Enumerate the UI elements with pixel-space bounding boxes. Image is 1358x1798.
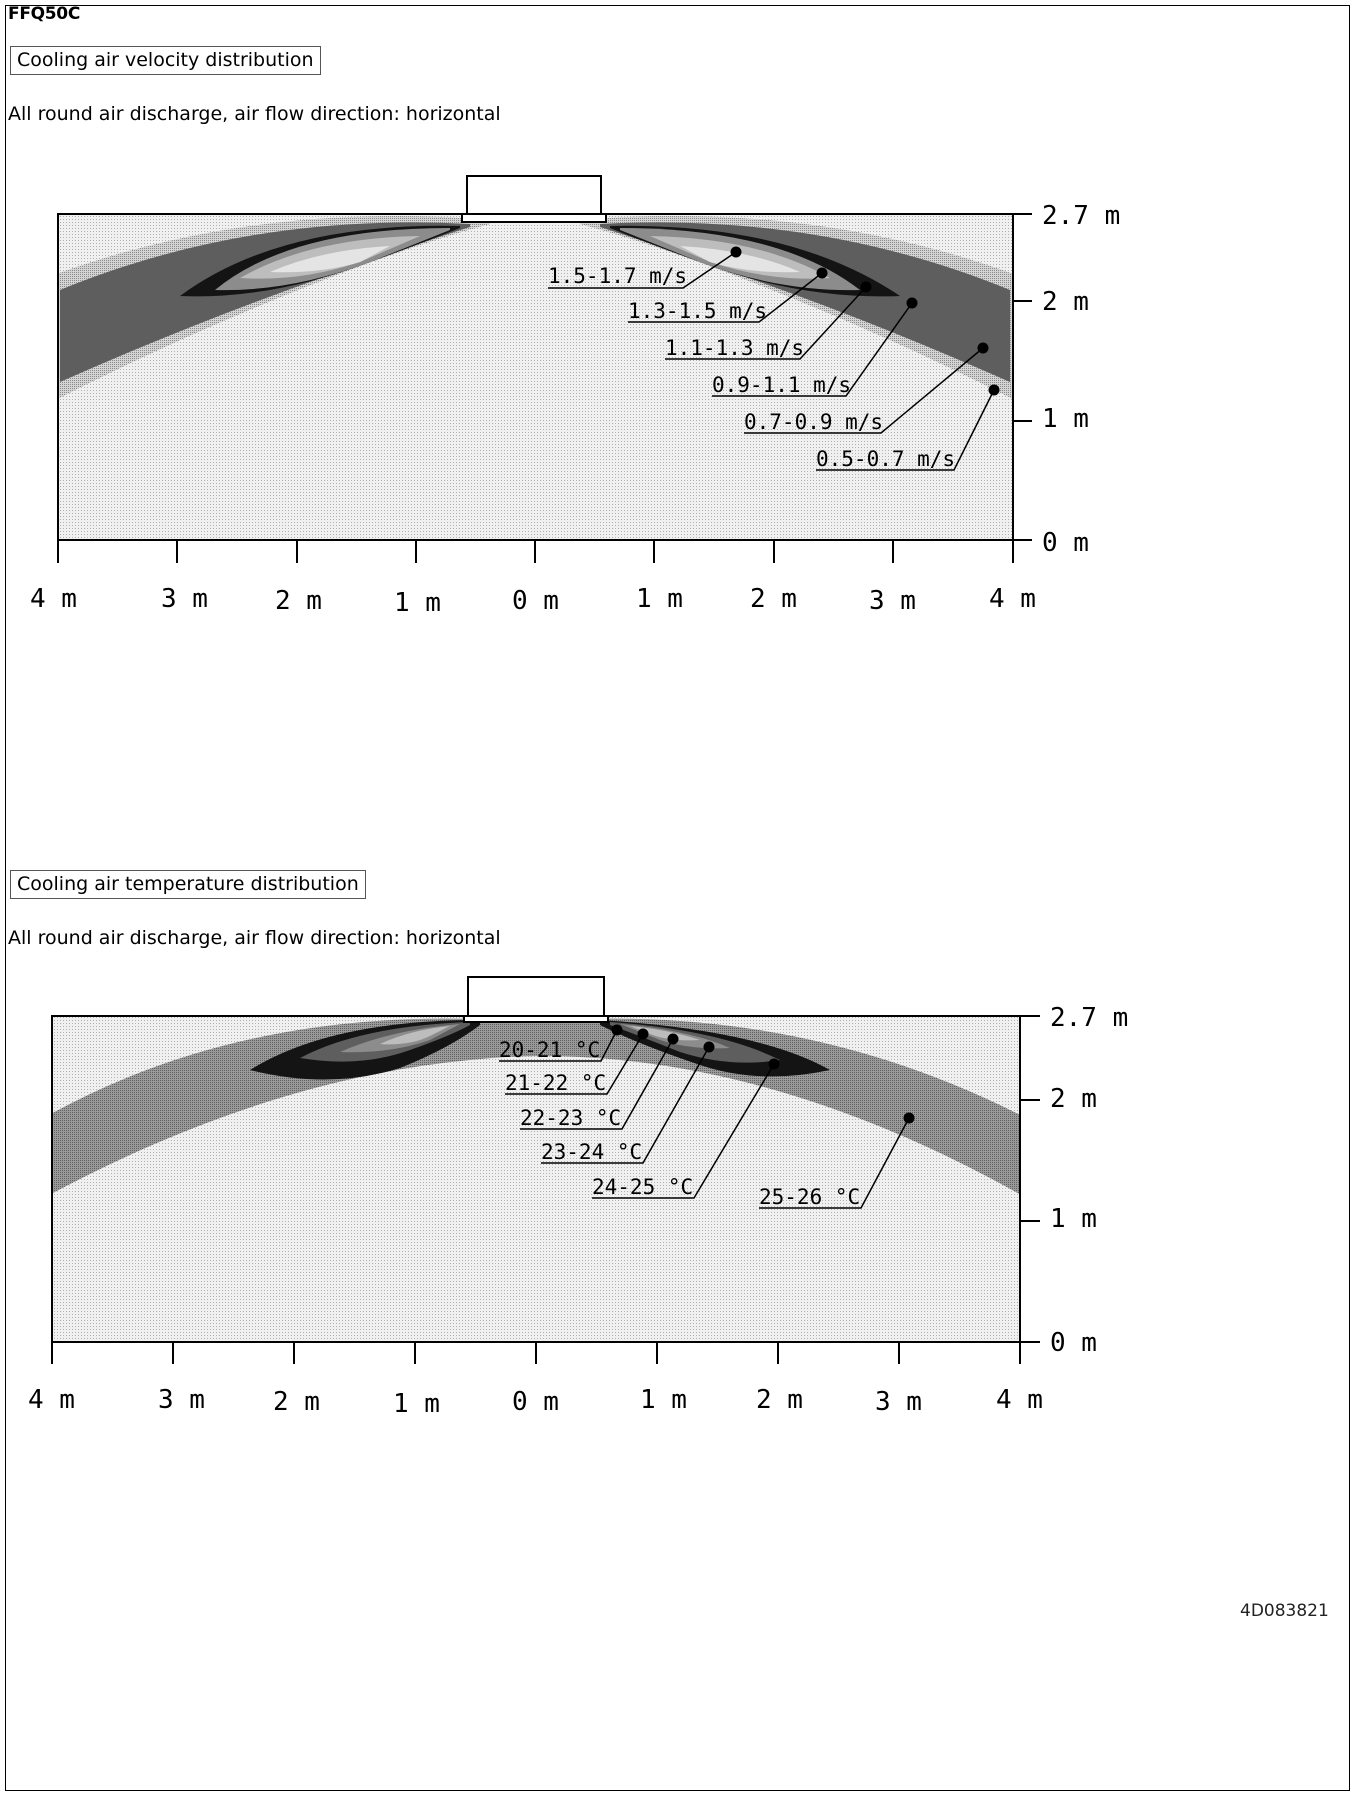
tick-label: 0 m — [512, 1387, 559, 1417]
legend-dot — [860, 281, 872, 293]
velocity-x-tick-labels: 4 m 3 m 2 m 1 m 0 m 1 m 2 m 3 m 4 m — [30, 584, 1036, 618]
velocity-y-axis — [1013, 213, 1032, 541]
temperature-y-tick-labels: 2.7 m 2 m 1 m 0 m — [1050, 1003, 1128, 1358]
legend-label: 21-22 °C — [505, 1071, 606, 1095]
tick-label: 2.7 m — [1050, 1003, 1128, 1033]
temperature-unit-panel — [463, 1015, 609, 1023]
velocity-contours — [58, 216, 1013, 400]
legend-dot — [768, 1058, 780, 1070]
legend-dot — [667, 1033, 679, 1045]
legend-dot — [730, 246, 742, 258]
velocity-band-1_5 — [680, 246, 800, 273]
tick-label: 1 m — [1050, 1204, 1097, 1234]
tick-label: 3 m — [875, 1387, 922, 1417]
velocity-unit-panel — [461, 213, 607, 223]
legend-dot — [906, 297, 918, 309]
velocity-x-axis — [57, 540, 1014, 563]
legend-label: 22-23 °C — [520, 1106, 621, 1130]
tick-label: 0 m — [512, 586, 559, 616]
velocity-subtitle: All round air discharge, air flow direct… — [8, 103, 501, 125]
tick-label: 3 m — [869, 586, 916, 616]
legend-label: 0.9-1.1 m/s — [712, 373, 851, 397]
velocity-legend-dots — [730, 246, 1000, 396]
velocity-indoor-unit — [466, 175, 602, 215]
legend-label: 24-25 °C — [592, 1175, 693, 1199]
tick-label: 1 m — [394, 588, 441, 618]
legend-label: 25-26 °C — [759, 1185, 860, 1209]
velocity-band-0_7 — [600, 222, 1010, 382]
tick-label: 2.7 m — [1042, 201, 1120, 231]
velocity-band-0_7-left — [60, 222, 470, 382]
tick-label: 4 m — [996, 1385, 1043, 1415]
tick-label: 2 m — [1042, 287, 1089, 317]
legend-label: 0.7-0.9 m/s — [744, 410, 883, 434]
tick-label: 2 m — [273, 1387, 320, 1417]
temperature-x-tick-labels: 4 m 3 m 2 m 1 m 0 m 1 m 2 m 3 m 4 m — [28, 1385, 1043, 1419]
legend-dot — [611, 1024, 623, 1036]
temperature-band-20 — [630, 1026, 700, 1041]
legend-label: 1.1-1.3 m/s — [665, 336, 804, 360]
tick-label: 4 m — [30, 584, 77, 614]
temperature-title: Cooling air temperature distribution — [10, 870, 366, 899]
legend-label: 1.3-1.5 m/s — [628, 299, 767, 323]
legend-dot — [988, 384, 1000, 396]
velocity-band-1_5-left — [270, 246, 390, 273]
temperature-band-20-left — [380, 1026, 450, 1045]
velocity-title: Cooling air velocity distribution — [10, 46, 321, 75]
legend-label: 23-24 °C — [541, 1140, 642, 1164]
page-frame — [5, 5, 1350, 1791]
velocity-y-tick-labels: 2.7 m 2 m 1 m 0 m — [1042, 201, 1120, 558]
temperature-leader-lines — [499, 1029, 910, 1209]
tick-label: 0 m — [1050, 1328, 1097, 1358]
velocity-leader-lines — [548, 251, 995, 471]
tick-label: 2 m — [275, 586, 322, 616]
tick-label: 1 m — [640, 1385, 687, 1415]
tick-label: 1 m — [636, 584, 683, 614]
tick-label: 2 m — [750, 584, 797, 614]
temperature-y-axis — [1020, 1015, 1040, 1343]
legend-dot — [703, 1041, 715, 1053]
tick-label: 2 m — [756, 1385, 803, 1415]
tick-label: 1 m — [1042, 404, 1089, 434]
tick-label: 2 m — [1050, 1084, 1097, 1114]
temperature-diagram: 4 m 3 m 2 m 1 m 0 m 1 m 2 m 3 m 4 m 2.7 … — [28, 976, 1128, 1419]
legend-label: 20-21 °C — [499, 1038, 600, 1062]
legend-label: 0.5-0.7 m/s — [816, 447, 955, 471]
legend-label: 1.5-1.7 m/s — [548, 264, 687, 288]
temperature-legend-labels: 20-21 °C 21-22 °C 22-23 °C 23-24 °C 24-2… — [499, 1038, 860, 1209]
legend-dot — [903, 1112, 915, 1124]
tick-label: 1 m — [393, 1389, 440, 1419]
temperature-indoor-unit — [467, 976, 605, 1017]
model-label: FFQ50C — [8, 4, 81, 24]
tick-label: 4 m — [989, 584, 1036, 614]
legend-dot — [816, 267, 828, 279]
tick-label: 0 m — [1042, 528, 1089, 558]
tick-label: 3 m — [161, 584, 208, 614]
tick-label: 4 m — [28, 1385, 75, 1415]
legend-dot — [977, 342, 989, 354]
velocity-legend-labels: 1.5-1.7 m/s 1.3-1.5 m/s 1.1-1.3 m/s 0.9-… — [548, 264, 955, 471]
tick-label: 3 m — [158, 1385, 205, 1415]
legend-dot — [637, 1028, 649, 1040]
velocity-diagram: 4 m 3 m 2 m 1 m 0 m 1 m 2 m 3 m 4 m 2.7 … — [30, 175, 1120, 618]
temperature-legend-dots — [611, 1024, 915, 1124]
document-number: 4D083821 — [1240, 1601, 1329, 1621]
temperature-x-axis — [51, 1342, 1021, 1364]
temperature-subtitle: All round air discharge, air flow direct… — [8, 927, 501, 949]
